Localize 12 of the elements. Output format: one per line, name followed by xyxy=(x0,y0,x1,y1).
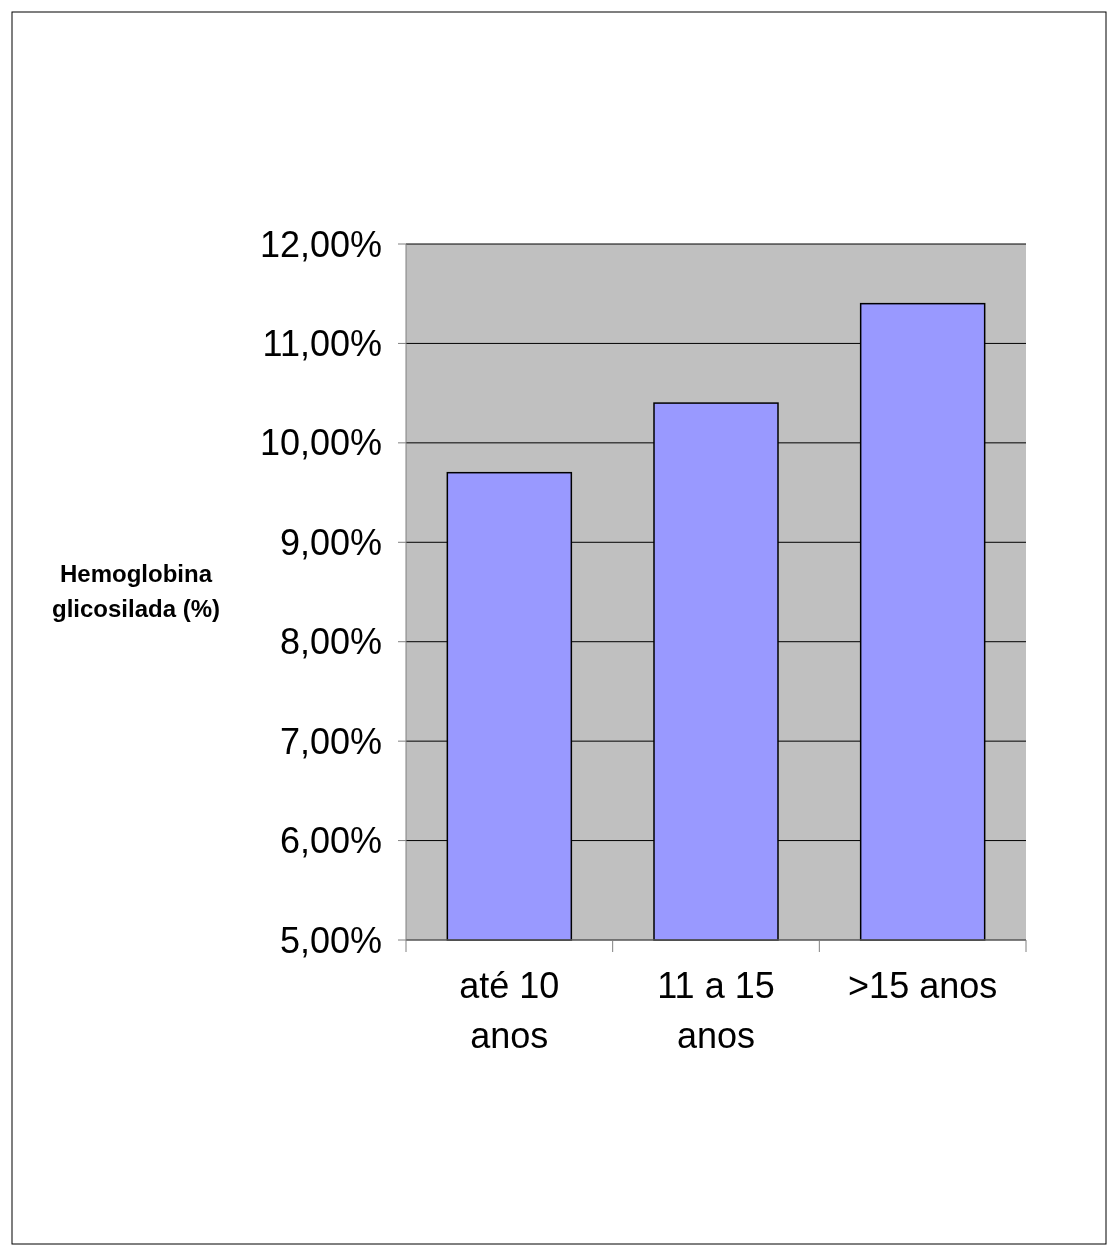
y-axis-title: Hemoglobina glicosilada (%) xyxy=(51,560,221,622)
x-tick-label: até 10 anos xyxy=(459,965,560,1056)
y-tick-label: 9,00% xyxy=(279,521,382,563)
y-tick-label: 5,00% xyxy=(279,919,382,961)
y-tick-label: 10,00% xyxy=(259,422,382,464)
y-tick-label: 8,00% xyxy=(279,621,382,663)
y-tick-label: 6,00% xyxy=(279,820,382,862)
y-tick-label: 12,00% xyxy=(259,223,382,265)
x-tick-label: 11 a 15 anos xyxy=(657,965,775,1056)
x-tick-label: >15 anos xyxy=(848,965,998,1006)
y-tick-label: 7,00% xyxy=(279,720,382,762)
y-tick-label: 11,00% xyxy=(262,323,382,365)
